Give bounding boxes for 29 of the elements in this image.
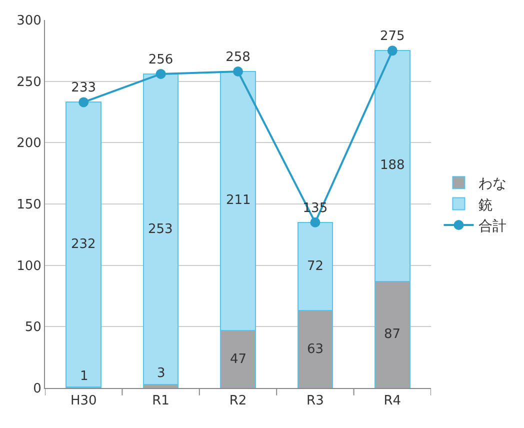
y-tick-label: 100: [16, 258, 42, 274]
y-tick-label: 150: [16, 198, 42, 213]
legend-label: 合計: [478, 218, 507, 234]
data-label: 253: [148, 222, 173, 237]
data-label: 256: [148, 52, 174, 68]
x-tick-label: R2: [229, 394, 247, 409]
x-tick-label: R3: [306, 394, 324, 409]
y-tick-label: 0: [33, 382, 42, 397]
data-label: 63: [307, 342, 324, 357]
data-label: 258: [226, 50, 250, 66]
y-tick-label: 250: [16, 74, 42, 90]
data-label: 188: [380, 158, 405, 173]
data-label: 1: [80, 369, 88, 384]
data-label: 3: [157, 366, 166, 381]
x-tick-label: R4: [384, 394, 402, 409]
y-tick-label: 50: [24, 320, 42, 336]
legend-label: わな: [478, 176, 507, 192]
y-tick-label: 200: [16, 136, 42, 152]
data-label: 232: [71, 237, 96, 252]
x-tick-label: H30: [70, 394, 97, 409]
data-label: 211: [226, 193, 251, 208]
y-tick-label: 300: [16, 14, 42, 29]
data-label: 72: [307, 259, 324, 274]
data-label: 87: [384, 327, 401, 342]
legend-label: 銃: [478, 197, 493, 214]
data-label: 275: [380, 29, 405, 44]
x-tick-label: R1: [152, 394, 170, 409]
data-label: 233: [71, 80, 96, 96]
data-label: 47: [230, 352, 247, 367]
